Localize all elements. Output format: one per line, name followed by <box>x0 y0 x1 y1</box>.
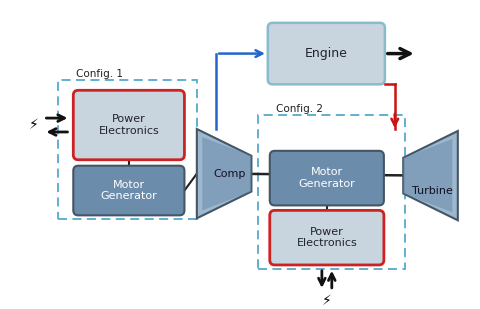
Text: Engine: Engine <box>305 47 348 60</box>
Text: Config. 1: Config. 1 <box>76 70 123 79</box>
Text: ⚡: ⚡ <box>29 118 38 132</box>
Text: Comp: Comp <box>213 169 245 179</box>
FancyBboxPatch shape <box>73 90 184 160</box>
Text: Turbine: Turbine <box>412 185 453 196</box>
FancyBboxPatch shape <box>268 23 385 84</box>
Text: Power
Electronics: Power Electronics <box>98 114 159 136</box>
Polygon shape <box>403 131 458 220</box>
Bar <box>59 80 197 219</box>
Text: Motor
Generator: Motor Generator <box>299 167 355 189</box>
Bar <box>258 115 405 269</box>
Polygon shape <box>202 137 252 210</box>
FancyBboxPatch shape <box>270 151 384 205</box>
Text: Motor
Generator: Motor Generator <box>100 180 157 201</box>
Polygon shape <box>403 139 452 212</box>
Text: Power
Electronics: Power Electronics <box>297 227 357 248</box>
FancyBboxPatch shape <box>73 166 184 215</box>
FancyBboxPatch shape <box>270 210 384 265</box>
Text: Config. 2: Config. 2 <box>276 104 323 114</box>
Text: ⚡: ⚡ <box>322 294 332 308</box>
Polygon shape <box>197 129 252 218</box>
